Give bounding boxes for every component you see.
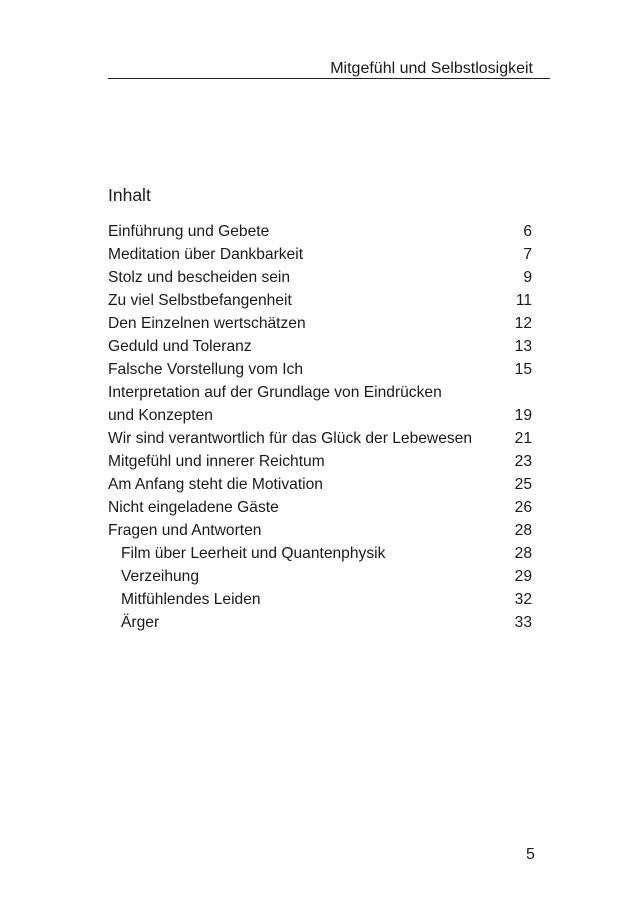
toc-entry: Interpretation auf der Grundlage von Ein… bbox=[108, 381, 532, 427]
running-head: Mitgefühl und Selbstlosigkeit bbox=[330, 60, 533, 77]
toc-entry-page: 7 bbox=[523, 246, 532, 263]
toc-entry-label: Mitgefühl und innerer Reichtum bbox=[108, 453, 325, 470]
toc-entry-label: Film über Leerheit und Quantenphysik bbox=[121, 545, 386, 562]
toc-entry: Mitgefühl und innerer Reichtum 23 bbox=[108, 450, 532, 473]
toc-entry-label: Mitfühlendes Leiden bbox=[121, 591, 261, 608]
toc-entry-page: 28 bbox=[514, 522, 532, 539]
toc-title: Inhalt bbox=[108, 185, 151, 205]
toc-entry-label: Meditation über Dankbarkeit bbox=[108, 246, 304, 263]
toc-entry-label: Wir sind verantwortlich für das Glück de… bbox=[108, 430, 473, 447]
toc-entry-label: Verzeihung bbox=[121, 568, 200, 585]
toc-entry-label: Stolz und bescheiden sein bbox=[108, 269, 291, 286]
toc-entry: Zu viel Selbstbefangenheit 11 bbox=[108, 289, 532, 312]
toc-entry: Verzeihung 29 bbox=[108, 565, 532, 588]
header-rule bbox=[108, 78, 550, 79]
toc-entry: Am Anfang steht die Motivation 25 bbox=[108, 473, 532, 496]
toc-entry-page: 13 bbox=[514, 338, 532, 355]
toc-entry-label: Einführung und Gebete bbox=[108, 223, 270, 240]
toc-entry-label: Den Einzelnen wertschätzen bbox=[108, 315, 306, 332]
toc-entry-label: Fragen und Antworten bbox=[108, 522, 262, 539]
toc-entry: Film über Leerheit und Quantenphysik 28 bbox=[108, 542, 532, 565]
toc-entry-page: 26 bbox=[514, 499, 532, 516]
toc-entry-page: 6 bbox=[523, 223, 532, 240]
toc-entry: Fragen und Antworten 28 bbox=[108, 519, 532, 542]
toc-entry: Falsche Vorstellung vom Ich 15 bbox=[108, 358, 532, 381]
toc-entry: Ärger 33 bbox=[108, 611, 532, 634]
toc-entry: Geduld und Toleranz 13 bbox=[108, 335, 532, 358]
toc-entry-page: 23 bbox=[514, 453, 532, 470]
toc-entry: Nicht eingeladene Gäste 26 bbox=[108, 496, 532, 519]
toc-entry: Wir sind verantwortlich für das Glück de… bbox=[108, 427, 532, 450]
toc-entry-page: 12 bbox=[514, 315, 532, 332]
toc-entry: Mitfühlendes Leiden 32 bbox=[108, 588, 532, 611]
toc-entry-page: 19 bbox=[514, 407, 532, 424]
toc-entry-page: 21 bbox=[514, 430, 532, 447]
toc-entry-page: 11 bbox=[515, 292, 532, 309]
table-of-contents: Einführung und Gebete 6 Meditation über Da… bbox=[108, 220, 532, 634]
toc-entry-page: 33 bbox=[514, 614, 532, 631]
toc-entry: Einführung und Gebete 6 bbox=[108, 220, 532, 243]
toc-entry-label: Zu viel Selbstbefangenheit bbox=[108, 292, 292, 309]
toc-entry-label: Falsche Vorstellung vom Ich bbox=[108, 361, 304, 378]
page-number: 5 bbox=[526, 846, 535, 863]
toc-entry-page: 15 bbox=[514, 361, 532, 378]
toc-entry-label: Am Anfang steht die Motivation bbox=[108, 476, 323, 493]
toc-entry-label: Geduld und Toleranz bbox=[108, 338, 252, 355]
toc-entry-page: 32 bbox=[514, 591, 532, 608]
toc-entry-label: Nicht eingeladene Gäste bbox=[108, 499, 279, 516]
toc-entry: Den Einzelnen wertschätzen 12 bbox=[108, 312, 532, 335]
toc-entry-page: 25 bbox=[514, 476, 532, 493]
toc-entry-label: Ärger bbox=[121, 614, 160, 631]
toc-entry-page: 9 bbox=[523, 269, 532, 286]
toc-entry-page: 28 bbox=[514, 545, 532, 562]
toc-entry-label: Interpretation auf der Grundlage von Ein… bbox=[108, 384, 442, 424]
toc-entry-page: 29 bbox=[514, 568, 532, 585]
toc-entry: Meditation über Dankbarkeit 7 bbox=[108, 243, 532, 266]
toc-entry: Stolz und bescheiden sein 9 bbox=[108, 266, 532, 289]
